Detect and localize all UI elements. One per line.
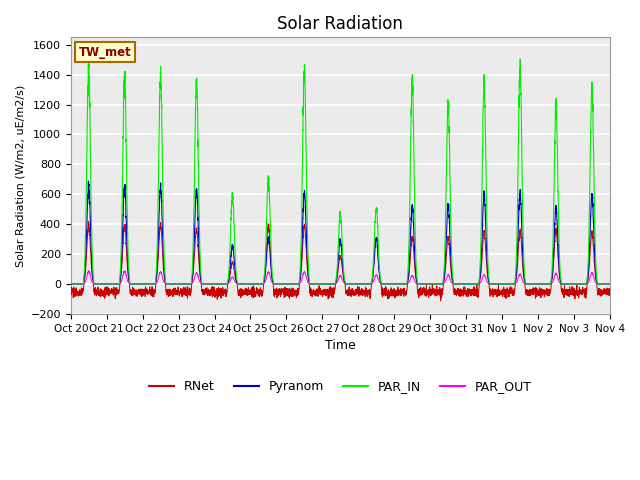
RNet (437, 298, 445, 303)
Line: Pyranom: Pyranom (71, 181, 610, 284)
RNet (431, 290, 439, 296)
Title: Solar Radiation: Solar Radiation (277, 15, 403, 33)
PAR_IN (605, 281, 613, 287)
Pyranom (84, 178, 92, 184)
PAR_OUT (321, 281, 328, 287)
Pyranom (431, 281, 439, 287)
Pyranom (164, 281, 172, 287)
Pyranom (321, 281, 328, 287)
Pyranom (461, 281, 469, 287)
RNet (492, 287, 500, 292)
PAR_OUT (67, 281, 75, 287)
PAR_OUT (431, 281, 439, 287)
PAR_IN (67, 281, 75, 287)
Line: PAR_OUT: PAR_OUT (71, 271, 610, 284)
Line: PAR_IN: PAR_IN (71, 56, 610, 284)
PAR_OUT (606, 281, 614, 287)
RNet (606, 289, 614, 295)
PAR_IN (492, 281, 500, 287)
Pyranom (492, 281, 500, 287)
Text: TW_met: TW_met (79, 46, 132, 59)
Pyranom (606, 281, 614, 287)
RNet (67, 285, 75, 291)
RNet (321, 288, 328, 294)
PAR_IN (321, 281, 328, 287)
RNet (84, 219, 92, 225)
PAR_IN (164, 281, 172, 287)
X-axis label: Time: Time (325, 339, 356, 352)
RNet (164, 287, 172, 292)
Pyranom (605, 281, 613, 287)
Line: RNet: RNet (71, 222, 610, 300)
PAR_IN (461, 281, 469, 287)
PAR_IN (606, 281, 614, 287)
Legend: RNet, Pyranom, PAR_IN, PAR_OUT: RNet, Pyranom, PAR_IN, PAR_OUT (144, 375, 537, 398)
PAR_OUT (461, 281, 469, 287)
PAR_IN (84, 53, 92, 59)
PAR_OUT (164, 281, 172, 287)
PAR_OUT (84, 268, 92, 274)
RNet (461, 292, 469, 298)
PAR_OUT (605, 281, 613, 287)
RNet (605, 292, 613, 298)
PAR_IN (431, 281, 439, 287)
Pyranom (67, 281, 75, 287)
PAR_OUT (492, 281, 500, 287)
Y-axis label: Solar Radiation (W/m2, uE/m2/s): Solar Radiation (W/m2, uE/m2/s) (15, 84, 25, 267)
